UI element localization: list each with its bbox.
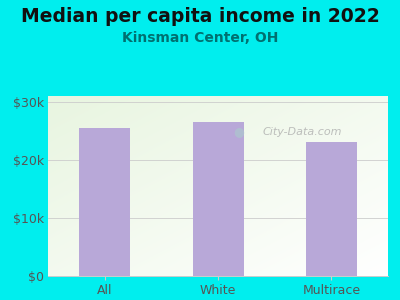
Bar (306, 142, 357, 276)
Text: ●: ● (233, 125, 244, 139)
Bar (79, 128, 130, 276)
Text: City-Data.com: City-Data.com (262, 127, 342, 137)
Text: Median per capita income in 2022: Median per capita income in 2022 (21, 8, 379, 26)
Text: Kinsman Center, OH: Kinsman Center, OH (122, 32, 278, 46)
Bar (192, 122, 244, 276)
